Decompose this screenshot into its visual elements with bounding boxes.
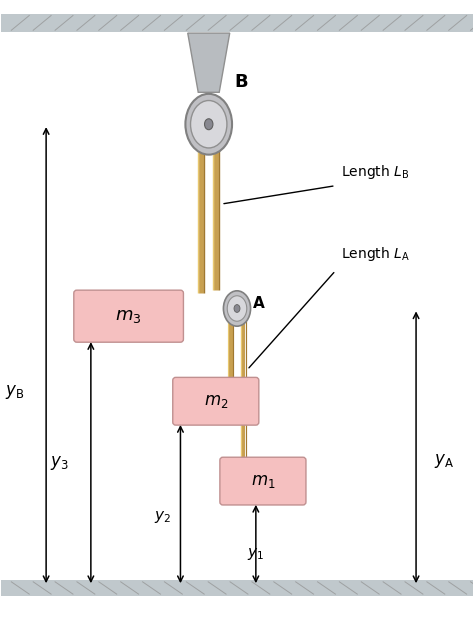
Text: $y_2$: $y_2$: [154, 509, 171, 525]
Text: $y_\mathrm{B}$: $y_\mathrm{B}$: [5, 383, 24, 401]
FancyBboxPatch shape: [220, 457, 306, 505]
Ellipse shape: [185, 94, 232, 155]
Text: $y_3$: $y_3$: [50, 453, 68, 471]
Ellipse shape: [204, 118, 213, 130]
FancyBboxPatch shape: [74, 290, 183, 342]
Text: A: A: [253, 296, 264, 311]
Text: B: B: [234, 73, 248, 91]
Bar: [1, 581, 473, 595]
Ellipse shape: [223, 291, 251, 326]
Ellipse shape: [227, 296, 247, 321]
Text: $m_1$: $m_1$: [251, 472, 275, 490]
FancyBboxPatch shape: [173, 378, 259, 425]
Text: $m_2$: $m_2$: [203, 392, 228, 410]
Ellipse shape: [234, 305, 240, 312]
Ellipse shape: [191, 101, 227, 148]
Text: $m_3$: $m_3$: [115, 307, 142, 325]
Text: $y_\mathrm{A}$: $y_\mathrm{A}$: [434, 452, 454, 470]
Text: Length $L_\mathrm{A}$: Length $L_\mathrm{A}$: [341, 244, 410, 262]
Text: Length $L_\mathrm{B}$: Length $L_\mathrm{B}$: [341, 163, 409, 181]
Polygon shape: [188, 33, 230, 93]
Text: $y_1$: $y_1$: [247, 546, 264, 562]
Bar: [1, 14, 473, 32]
